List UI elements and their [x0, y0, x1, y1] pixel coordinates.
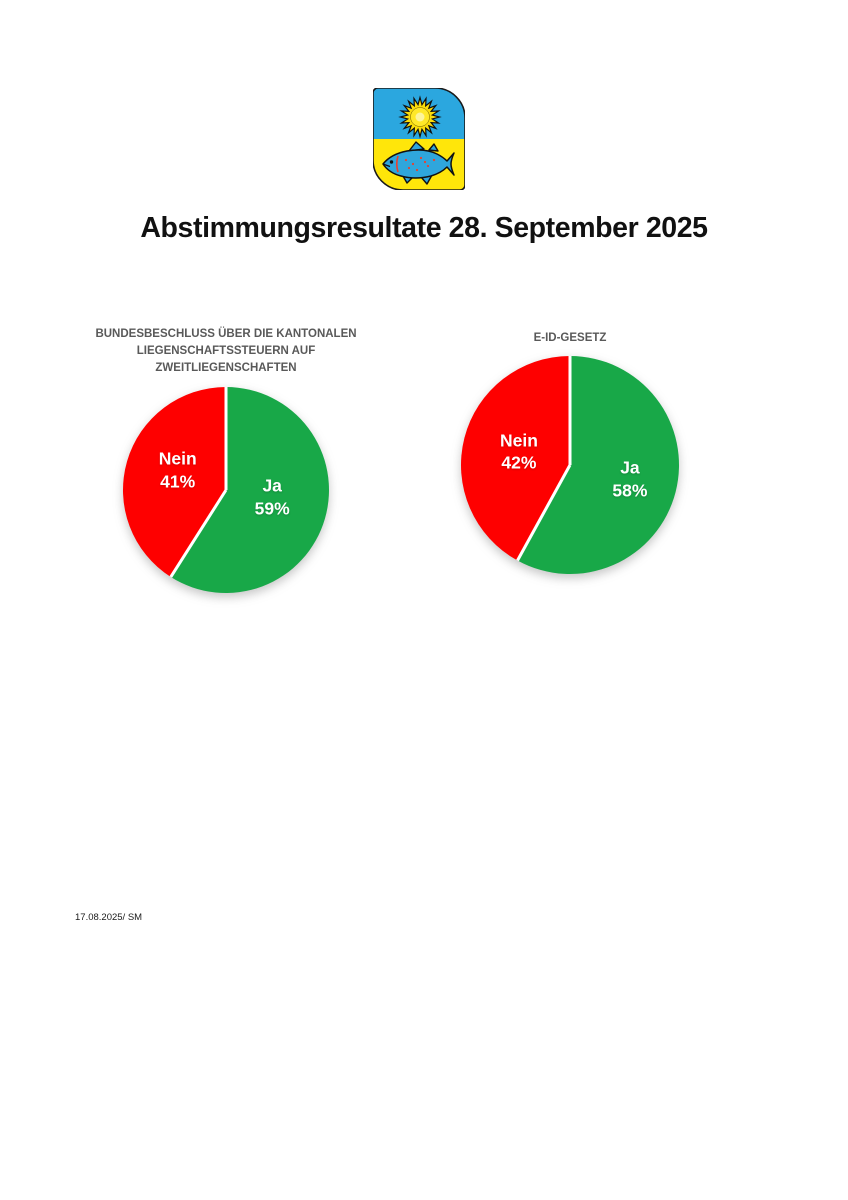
- page-title: Abstimmungsresultate 28. September 2025: [140, 212, 708, 244]
- chart-liegenschaftssteuern: BUNDESBESCHLUSS ÜBER DIE KANTONALEN LIEG…: [76, 326, 376, 595]
- chart-title: BUNDESBESCHLUSS ÜBER DIE KANTONALEN LIEG…: [95, 328, 357, 374]
- footer-note: 17.08.2025/ SM: [75, 912, 143, 923]
- pie-chart-liegenschaftssteuern: Nein 41% Ja 59%: [121, 385, 331, 595]
- coat-of-arms-logo: [373, 88, 465, 190]
- slice-divider: [169, 489, 228, 578]
- chart-e-id-gesetz: E-ID-GESETZ Nein 42% Ja 58%: [420, 330, 720, 576]
- fish-icon: [382, 141, 455, 185]
- pie-chart-e-id-gesetz: Nein 42% Ja 58%: [459, 354, 681, 576]
- pie-chart: [460, 356, 679, 574]
- pie-slice-ja: [517, 356, 679, 574]
- slice-divider: [516, 464, 572, 562]
- pie-slice-ja: [170, 387, 329, 593]
- pie-slice-nein: [460, 356, 570, 561]
- sun-icon: [398, 95, 442, 139]
- shield-outline: [373, 88, 465, 190]
- chart-title: E-ID-GESETZ: [533, 332, 607, 344]
- pie-chart: [122, 387, 329, 593]
